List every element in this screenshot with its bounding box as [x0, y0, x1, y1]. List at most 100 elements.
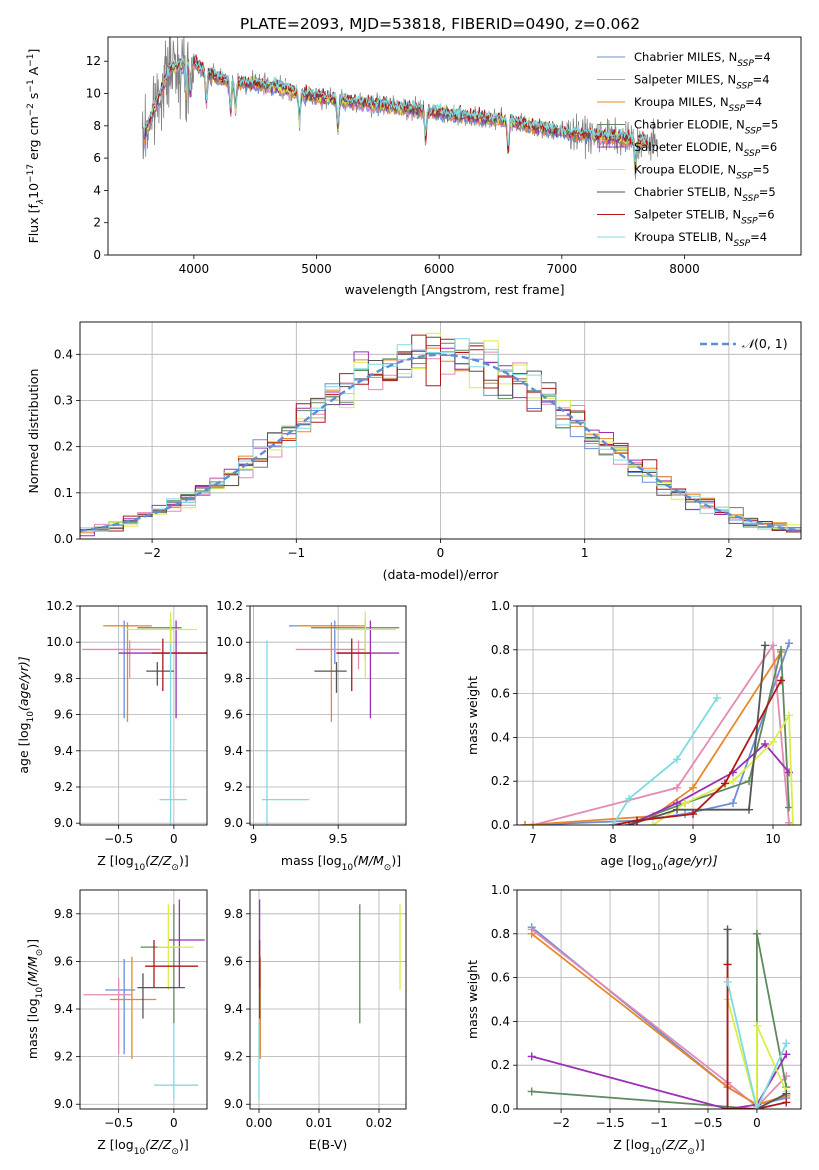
label-part: =4 — [745, 95, 762, 109]
weight-marker-chabrier-stelib — [723, 925, 732, 934]
y-tick-label: 1.0 — [491, 599, 510, 613]
y-tick-label: 9.8 — [224, 671, 243, 685]
normal-curve — [80, 353, 801, 533]
y-tick-label: 0.0 — [491, 1102, 510, 1116]
label-part: (age/yr)] — [16, 656, 31, 711]
y-tick-label: 10 — [86, 87, 101, 101]
y-tick-label: 9.8 — [54, 907, 73, 921]
weight-marker-chabrier-stelib — [761, 641, 769, 650]
weight-line-salpeter-elodie — [531, 1053, 788, 1109]
y-tick-label: 12 — [86, 54, 101, 68]
label-part: age [log — [16, 722, 31, 773]
spectrum-frame — [107, 36, 802, 256]
label-part: =4 — [750, 230, 767, 244]
y-tick-label: 0.8 — [491, 643, 510, 657]
legend-label-chabrier-elodie: Chabrier ELODIE, NSSP=5 — [634, 118, 778, 137]
y-tick-label: 0.6 — [491, 971, 510, 985]
y-tick-label: 0.3 — [54, 393, 73, 407]
residuals-xlabel: (data-model)/error — [383, 567, 500, 582]
weight-marker-chabrier-elodie — [777, 645, 785, 654]
weight-marker-chabrier-stelib — [745, 805, 753, 814]
y-tick-label: 0.4 — [54, 347, 73, 361]
label-part: mass [log — [281, 853, 342, 868]
label-part: ] — [26, 49, 41, 54]
label-part: Chabrier STELIB, N — [634, 185, 742, 199]
label-part: 10 — [652, 863, 664, 873]
age-vs-Z-axes: −0.5 0 9.0 9.2 9.4 9.6 9.8 10.0 10.2 — [46, 599, 207, 846]
model-spectrum-kroupa-stelib — [145, 52, 648, 163]
y-tick-label: 9.6 — [54, 954, 73, 968]
errorbar-chabrier-miles — [105, 620, 138, 719]
label-part: (Z/Z — [145, 1137, 172, 1152]
y-tick-label: 10.0 — [216, 635, 243, 649]
label-part: (M/M — [353, 853, 384, 868]
label-part: 10 — [26, 183, 41, 199]
x-tick-label: 1 — [581, 546, 589, 560]
label-part: =4 — [754, 50, 771, 64]
legend-label-salpeter-elodie: Salpeter ELODIE, NSSP=6 — [634, 140, 777, 159]
y-tick-label: 9.4 — [224, 1002, 243, 1016]
weight-marker-salpeter-elodie — [761, 739, 769, 748]
label-part: s — [26, 93, 41, 104]
label-part: =6 — [760, 140, 777, 154]
spectrum-axes: 4000 5000 6000 7000 8000 0 2 4 6 8 10 12 — [86, 54, 700, 276]
label-part: (Z/Z — [145, 853, 172, 868]
weight-marker-kroupa-stelib — [723, 977, 732, 986]
label-part: )] — [391, 853, 401, 868]
weight-line-kroupa-stelib — [726, 981, 788, 1109]
mass-weight-vs-age-ylabel: mass weight — [465, 676, 480, 755]
label-part: SSP — [742, 194, 759, 204]
weight-marker-kroupa-miles — [689, 783, 697, 792]
x-tick-label: 7 — [529, 832, 537, 846]
residuals-histograms — [80, 332, 801, 538]
mass-vs-Z-frame — [79, 889, 208, 1110]
y-tick-label: 1.0 — [491, 883, 510, 897]
x-tick-label: −1.5 — [595, 1116, 624, 1130]
label-part: ⊙ — [384, 863, 392, 873]
weight-marker-salpeter-stelib — [689, 810, 697, 819]
y-tick-label: 0.8 — [491, 927, 510, 941]
label-part: =4 — [753, 73, 770, 87]
y-tick-label: 0.0 — [491, 818, 510, 832]
label-part: SSP — [736, 172, 753, 182]
errorbar-kroupa-miles — [109, 956, 157, 1060]
weight-marker-kroupa-elodie — [769, 737, 777, 746]
x-tick-label: −0.5 — [104, 1116, 133, 1130]
label-part: Z [log — [97, 1137, 133, 1152]
y-tick-label: 6 — [93, 151, 101, 165]
weight-marker-salpeter-stelib — [721, 779, 729, 788]
label-part: (age/yr)] — [663, 853, 718, 868]
label-part: 10 — [134, 1147, 146, 1157]
legend-label-normal: 𝒩(0, 1) — [742, 336, 788, 351]
weight-line-kroupa-miles — [524, 651, 782, 825]
label-part: 10 — [35, 987, 45, 999]
y-tick-label: 10.0 — [46, 635, 73, 649]
errorbar-chabrier-elodie — [140, 904, 180, 1024]
legend-label-chabrier-miles: Chabrier MILES, NSSP=4 — [634, 50, 771, 69]
mass-weight-vs-age-axes: 7 8 9 10 0.0 0.2 0.4 0.6 0.8 1.0 — [491, 599, 801, 846]
x-tick-label: 0.02 — [366, 1116, 393, 1130]
errorbar-salpeter-stelib — [336, 638, 371, 692]
age-vs-Z-xlabel: Z [log10(Z/Z⊙)] — [97, 853, 188, 873]
residuals-ylabel: Normed distribution — [26, 369, 41, 494]
x-tick-label: 9.5 — [329, 832, 348, 846]
spectrum-curves — [141, 37, 658, 180]
y-tick-label: 10.2 — [216, 599, 243, 613]
label-part: 10 — [134, 863, 146, 873]
y-tick-label: 9.2 — [224, 1050, 243, 1064]
age-vs-Z-frame — [79, 605, 208, 826]
errorbar-chabrier-stelib — [314, 662, 347, 693]
x-tick-label: 0.01 — [306, 1116, 333, 1130]
spectrum-xlabel: wavelength [Angstrom, rest frame] — [344, 282, 564, 297]
mass-weight-vs-Z-ylabel: mass weight — [465, 960, 480, 1039]
label-part: (Z/Z — [661, 1137, 688, 1152]
label-part: −1 — [26, 54, 36, 67]
weight-marker-salpeter-elodie — [782, 1050, 791, 1059]
legend-label-kroupa-stelib: Kroupa STELIB, NSSP=4 — [634, 230, 767, 249]
label-part: )] — [695, 1137, 705, 1152]
residuals-frame — [79, 321, 802, 540]
weight-line-kroupa-miles — [531, 933, 787, 1106]
weight-marker-salpeter-miles — [529, 821, 537, 825]
weight-marker-salpeter-elodie — [527, 1052, 536, 1061]
legend-label-kroupa-miles: Kroupa MILES, NSSP=4 — [634, 95, 762, 114]
